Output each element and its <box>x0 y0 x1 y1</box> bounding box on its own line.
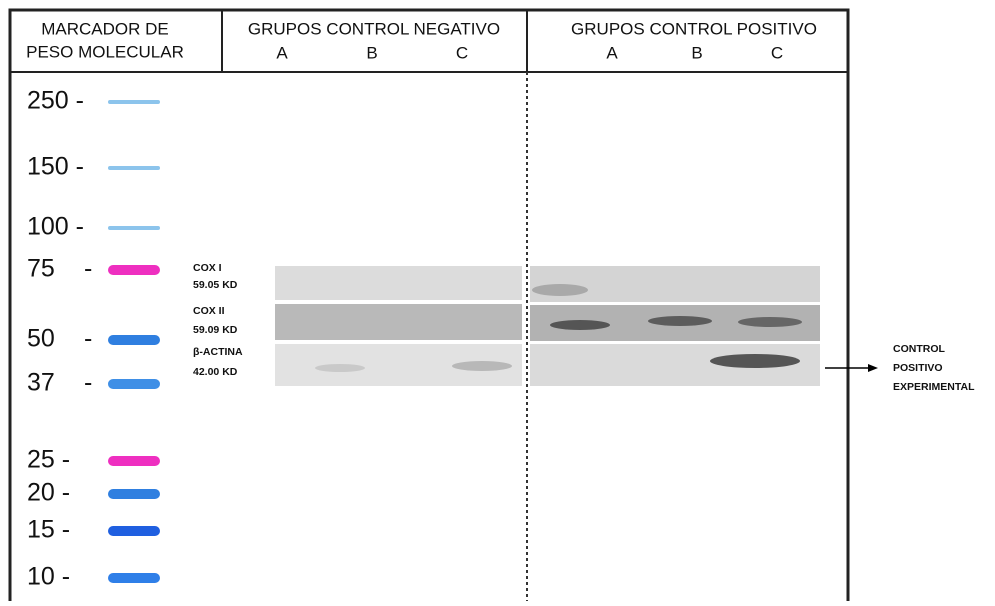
ladder-band <box>108 166 160 170</box>
ladder-dash: - <box>84 255 92 283</box>
ladder-dash: - <box>84 325 92 353</box>
ladder-label: 37 <box>27 369 55 397</box>
group-title: GRUPOS CONTROL POSITIVO <box>571 19 817 38</box>
lane-label: A <box>276 43 288 62</box>
lane-label: A <box>606 43 618 62</box>
figure: MARCADOR DE PESO MOLECULAR GRUPOS CONTROL … <box>0 0 995 601</box>
arrow-head <box>868 364 878 372</box>
ladder-band <box>108 456 160 466</box>
blot-name: β-ACTINA <box>193 346 243 358</box>
ladder-band <box>108 489 160 499</box>
ladder-dash: - <box>84 369 92 397</box>
blot-positive <box>530 266 820 386</box>
lane-label: B <box>366 43 377 62</box>
header-label: MARCADOR DE <box>41 19 169 38</box>
ladder-label: 10 - <box>27 563 70 591</box>
ladder-label: 25 - <box>27 446 70 474</box>
blot-name: COX I <box>193 262 222 274</box>
ladder-label: 100 - <box>27 213 84 241</box>
ladder-label: 250 - <box>27 87 84 115</box>
annotation: CONTROL <box>893 343 945 355</box>
ladder-band <box>108 226 160 230</box>
annotation: EXPERIMENTAL <box>893 381 975 393</box>
ladder-band <box>108 100 160 104</box>
ladder-label: 75 <box>27 255 55 283</box>
blot-weight: 59.09 KD <box>193 324 238 336</box>
ladder-label: 20 - <box>27 479 70 507</box>
lane-label: B <box>691 43 702 62</box>
blot-weight: 59.05 KD <box>193 279 238 291</box>
header-label: PESO MOLECULAR <box>26 42 184 61</box>
annotation: POSITIVO <box>893 362 943 374</box>
ladder-label: 150 - <box>27 153 84 181</box>
blot-name: COX II <box>193 305 225 317</box>
ladder-label: 15 - <box>27 516 70 544</box>
group-title: GRUPOS CONTROL NEGATIVO <box>248 19 500 38</box>
ladder-label: 50 <box>27 325 55 353</box>
ladder-band <box>108 265 160 275</box>
lane-label: C <box>771 43 783 62</box>
blot-negative <box>275 266 522 386</box>
lane-label: C <box>456 43 468 62</box>
ladder-band <box>108 335 160 345</box>
ladder-band <box>108 379 160 389</box>
ladder-band <box>108 573 160 583</box>
ladder-band <box>108 526 160 536</box>
blot-weight: 42.00 KD <box>193 366 238 378</box>
